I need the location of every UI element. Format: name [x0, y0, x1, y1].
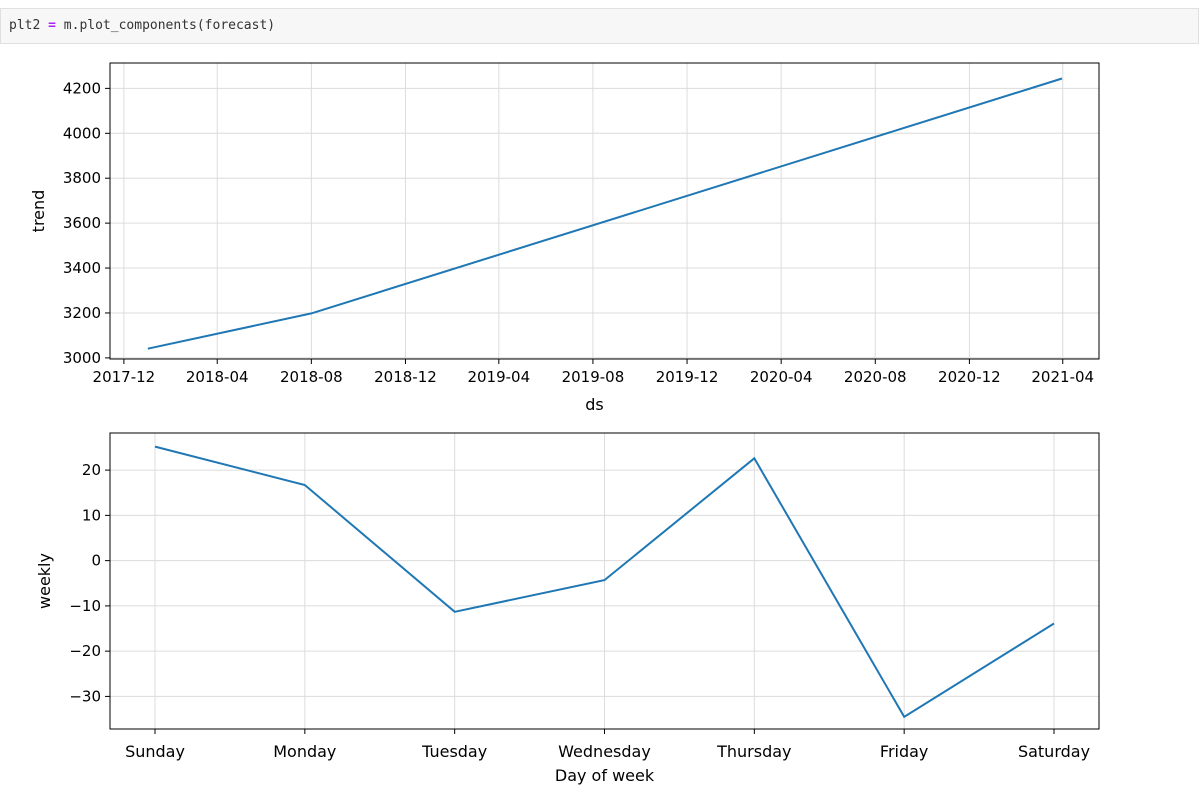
trend-x-tick-label: 2017-12 — [93, 368, 156, 386]
trend-y-tick-label: 3200 — [63, 304, 101, 322]
trend-line — [147, 77, 1063, 350]
trend-y-tick-label: 4200 — [63, 79, 101, 97]
weekly-x-tick-label: Monday — [273, 742, 336, 761]
weekly-panel — [105, 432, 1100, 734]
code-call: m.plot_components(forecast) — [63, 18, 276, 33]
trend-x-axis-label: ds — [585, 395, 604, 414]
weekly-y-tick-label: 10 — [82, 506, 101, 524]
trend-y-tick-label: 3400 — [63, 259, 101, 277]
trend-x-tick-label: 2020-04 — [750, 368, 813, 386]
weekly-x-axis-label: Day of week — [555, 766, 655, 785]
trend-x-tick-label: 2019-08 — [562, 368, 625, 386]
weekly-x-tick-label: Friday — [880, 742, 929, 761]
code-cell[interactable]: plt2 = m.plot_components(forecast) — [0, 8, 1199, 44]
trend-x-tick-label: 2018-12 — [374, 368, 437, 386]
weekly-axes-frame — [109, 432, 1100, 730]
trend-x-tick-label: 2020-12 — [938, 368, 1001, 386]
weekly-x-tick-label: Saturday — [1018, 742, 1090, 761]
code-line[interactable]: plt2 = m.plot_components(forecast) — [9, 18, 275, 33]
weekly-x-tick-label: Tuesday — [421, 742, 487, 761]
weekly-x-tick-label: Thursday — [716, 742, 791, 761]
weekly-line — [154, 445, 1055, 719]
components-figure: 2017-12 2018-04 2018-08 2018-12 2019-04 2019-… — [29, 62, 1100, 785]
weekly-y-axis-label: weekly — [35, 553, 54, 609]
weekly-y-tick-label: 0 — [91, 552, 101, 570]
trend-x-tick-label: 2018-08 — [280, 368, 343, 386]
code-variable: plt2 — [9, 18, 41, 33]
trend-x-tick-label: 2018-04 — [186, 368, 249, 386]
weekly-y-tick-label: −10 — [69, 597, 101, 615]
trend-panel — [105, 62, 1100, 364]
trend-y-tick-label: 3600 — [63, 214, 101, 232]
trend-y-tick-label: 3000 — [63, 349, 101, 367]
trend-y-tick-label: 3800 — [63, 169, 101, 187]
trend-y-axis-label: trend — [29, 190, 48, 233]
weekly-y-tick-label: 20 — [82, 461, 101, 479]
trend-x-tick-label: 2020-08 — [844, 368, 907, 386]
trend-axes-frame — [109, 62, 1100, 360]
trend-x-tick-label: 2019-04 — [467, 368, 530, 386]
cell-output: 2017-12 2018-04 2018-08 2018-12 2019-04 2019-… — [0, 50, 1201, 794]
weekly-y-tick-label: −20 — [69, 642, 101, 660]
trend-y-tick-label: 4000 — [63, 124, 101, 142]
code-operator: = — [48, 18, 56, 33]
weekly-y-tick-label: −30 — [69, 687, 101, 705]
weekly-x-tick-label: Sunday — [125, 742, 185, 761]
trend-x-tick-label: 2021-04 — [1031, 368, 1094, 386]
trend-x-tick-label: 2019-12 — [656, 368, 719, 386]
weekly-x-tick-label: Wednesday — [558, 742, 651, 761]
